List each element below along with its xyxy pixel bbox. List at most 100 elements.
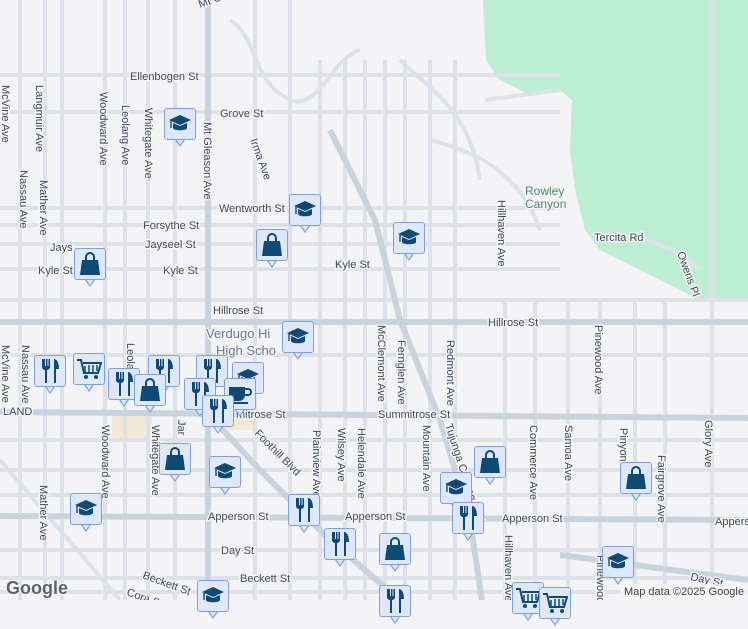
street-label: Ellenbogen St — [130, 71, 199, 83]
map-attribution[interactable]: Map data ©2025 Google — [619, 584, 748, 600]
street-label: Plainview Ave — [310, 430, 322, 498]
street-label: Woodward Ave — [97, 92, 109, 166]
street-label: Jayseel St — [145, 239, 196, 251]
street-label: Wilsey Ave — [335, 428, 347, 482]
place-label: Verdugo Hi — [206, 326, 270, 341]
marker-pointer — [483, 474, 497, 485]
restaurant-icon — [452, 502, 484, 534]
street-label: Jays — [50, 242, 73, 254]
school-icon — [209, 456, 241, 488]
shop-marker[interactable] — [159, 443, 191, 485]
school-marker[interactable] — [393, 222, 425, 264]
street-label: Whitegate Ave — [149, 425, 161, 496]
street-label: Tercita Rd — [594, 232, 644, 244]
street-label: Jar — [175, 420, 187, 436]
place-label: Rowley — [525, 184, 564, 198]
marker-pointer — [173, 136, 187, 147]
street-label: Mather Ave — [37, 180, 49, 235]
street-label: Hillhaven Ave — [495, 200, 507, 266]
shop-marker[interactable] — [474, 446, 506, 488]
restaurant-marker[interactable] — [34, 355, 66, 397]
street-line — [228, 18, 361, 104]
school-marker[interactable] — [197, 580, 229, 622]
school-icon — [440, 472, 472, 504]
google-logo: Google — [6, 578, 68, 598]
shop-icon — [74, 248, 106, 280]
restaurant-icon — [324, 528, 356, 560]
restaurant-marker[interactable] — [379, 585, 411, 627]
school-icon — [393, 222, 425, 254]
restaurant-marker[interactable] — [452, 502, 484, 544]
street-label: Apperson St — [208, 511, 269, 523]
school-marker[interactable] — [209, 456, 241, 498]
street-label: Mountain Ave — [420, 425, 432, 491]
shop-marker[interactable] — [379, 533, 411, 575]
restaurant-marker[interactable] — [202, 395, 234, 437]
grocery-marker[interactable] — [539, 587, 571, 629]
restaurant-icon — [34, 355, 66, 387]
shop-icon — [256, 229, 288, 261]
street-label: Nassau Ave — [19, 345, 31, 404]
school-icon — [602, 546, 634, 578]
marker-pointer — [193, 406, 207, 417]
street-label: Beckett St — [240, 573, 290, 585]
street-label: Mt Gleason Ave — [201, 122, 213, 199]
street-line — [0, 458, 122, 600]
school-icon — [164, 108, 196, 140]
street-label: Whitegate Ave — [142, 108, 154, 179]
street-label: Samoa Ave — [562, 425, 574, 481]
street-label: Hillrose St — [213, 305, 263, 317]
marker-pointer — [211, 423, 225, 434]
street-label: Appers — [715, 516, 748, 528]
grocery-marker[interactable] — [73, 353, 105, 395]
shop-icon — [134, 374, 166, 406]
grocery-icon — [539, 587, 571, 619]
street-label: Helendale Ave — [355, 428, 367, 499]
school-icon — [70, 493, 102, 525]
school-marker[interactable] — [602, 546, 634, 588]
place-label: Canyon — [525, 197, 566, 211]
street-line — [429, 138, 542, 231]
street-label: Pinyon — [617, 428, 629, 462]
place-label: High Scho — [216, 343, 276, 358]
school-marker[interactable] — [164, 108, 196, 150]
shop-icon — [159, 443, 191, 475]
school-marker[interactable] — [289, 194, 321, 236]
restaurant-marker[interactable] — [324, 528, 356, 570]
shop-marker[interactable] — [74, 248, 106, 290]
street-label: Commerce Ave — [527, 425, 539, 500]
street-label: Grove St — [220, 108, 263, 120]
street-label: Langmuir Ave — [33, 85, 45, 152]
school-marker[interactable] — [282, 321, 314, 363]
marker-pointer — [388, 561, 402, 572]
shop-marker[interactable] — [256, 229, 288, 271]
marker-pointer — [83, 276, 97, 287]
shop-marker[interactable] — [620, 462, 652, 504]
marker-pointer — [402, 250, 416, 261]
street-line — [398, 58, 482, 181]
street-label: Forsythe St — [143, 220, 199, 232]
street-label: Hillrose St — [488, 317, 538, 329]
street-label: mitrose St — [236, 409, 286, 421]
street-label: Summitrose St — [378, 409, 450, 421]
marker-pointer — [291, 349, 305, 360]
restaurant-marker[interactable] — [288, 494, 320, 536]
marker-pointer — [143, 402, 157, 413]
street-label: Fernglen Ave — [395, 340, 407, 405]
shop-icon — [379, 533, 411, 565]
shop-marker[interactable] — [134, 374, 166, 416]
marker-pointer — [629, 490, 643, 501]
marker-pointer — [82, 381, 96, 392]
school-marker[interactable] — [70, 493, 102, 535]
street-label: LAND — [3, 406, 32, 418]
school-icon — [282, 321, 314, 353]
street-label: McVine Ave — [0, 85, 11, 143]
street-label: Leola — [124, 343, 136, 371]
street-label: Apperson St — [502, 513, 563, 525]
school-icon — [289, 194, 321, 226]
park-area — [483, 0, 748, 300]
street-label: Kyle St — [335, 259, 370, 271]
street-line — [599, 235, 702, 272]
marker-pointer — [218, 484, 232, 495]
